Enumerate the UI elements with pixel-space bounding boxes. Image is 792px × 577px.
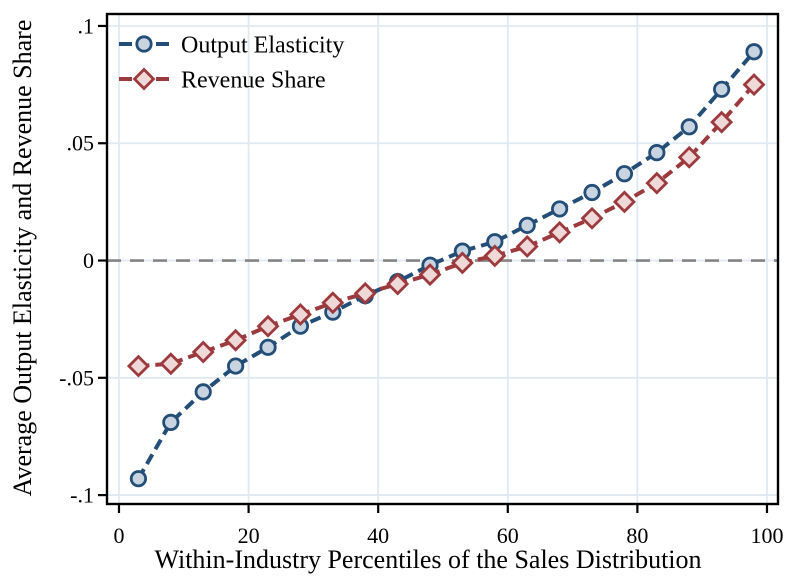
marker-output-elasticity-p98 <box>745 43 763 61</box>
legend-swatch-revenue-share <box>132 67 156 91</box>
marker-revenue-share-p73 <box>580 206 604 230</box>
marker-output-elasticity-p13 <box>194 383 212 401</box>
marker-revenue-share-p48 <box>418 263 442 287</box>
legend: Output Elasticity Revenue Share <box>119 33 344 94</box>
marker-output-elasticity-p88 <box>680 118 698 136</box>
marker-output-elasticity-p68 <box>551 200 569 218</box>
y-tick-label: .05 <box>67 131 95 156</box>
series-revenue-share <box>126 73 766 378</box>
marker-revenue-share-p88 <box>677 145 701 169</box>
x-tick-label: 80 <box>626 523 648 548</box>
marker-revenue-share-p3 <box>126 354 150 378</box>
marker-output-elasticity-p3 <box>129 470 148 488</box>
legend-label-revenue-share: Revenue Share <box>181 68 326 94</box>
legend-label-output-elasticity: Output Elasticity <box>181 33 344 59</box>
y-tick-label: 0 <box>83 248 94 273</box>
marker-revenue-share-p63 <box>515 234 539 258</box>
x-tick-label: 60 <box>497 523 519 548</box>
marker-revenue-share-p43 <box>386 272 410 296</box>
marker-output-elasticity-p23 <box>259 338 277 356</box>
y-tick-label: .1 <box>78 13 95 38</box>
y-tick-label: -.1 <box>70 483 94 508</box>
marker-revenue-share-p28 <box>288 302 312 326</box>
y-axis-title: Average Output Elasticity and Revenue Sh… <box>8 20 37 497</box>
marker-revenue-share-p8 <box>159 352 183 376</box>
marker-revenue-share-p23 <box>256 314 280 338</box>
x-tick-label: 20 <box>238 523 260 548</box>
x-tick-label: 40 <box>367 523 389 548</box>
marker-revenue-share-p58 <box>483 244 507 268</box>
marker-revenue-share-p53 <box>450 251 474 275</box>
marker-output-elasticity-p78 <box>615 165 634 183</box>
marker-output-elasticity-p93 <box>713 80 731 98</box>
legend-swatch-output-elasticity <box>135 35 153 53</box>
marker-revenue-share-p33 <box>321 291 345 315</box>
x-tick-label: 100 <box>750 523 783 548</box>
y-tick-label: -.05 <box>59 365 94 390</box>
marker-output-elasticity-p73 <box>583 183 601 202</box>
marker-revenue-share-p18 <box>224 328 248 352</box>
legend-item-output-elasticity: Output Elasticity <box>119 33 344 59</box>
marker-output-elasticity-p18 <box>227 357 245 375</box>
marker-revenue-share-p83 <box>645 171 669 195</box>
marker-revenue-share-p68 <box>548 220 572 244</box>
marker-output-elasticity-p8 <box>162 413 180 431</box>
legend-item-revenue-share: Revenue Share <box>119 68 326 94</box>
marker-revenue-share-p78 <box>612 190 636 214</box>
x-tick-label: 0 <box>113 523 124 548</box>
marker-revenue-share-p13 <box>191 340 215 364</box>
x-axis-title: Within-Industry Percentiles of the Sales… <box>154 545 701 574</box>
marker-revenue-share-p38 <box>353 281 377 305</box>
plot-frame <box>105 12 780 506</box>
marker-revenue-share-p98 <box>742 73 766 97</box>
marker-output-elasticity-p63 <box>518 216 536 234</box>
marker-output-elasticity-p83 <box>648 144 666 162</box>
marker-revenue-share-p93 <box>710 110 734 134</box>
